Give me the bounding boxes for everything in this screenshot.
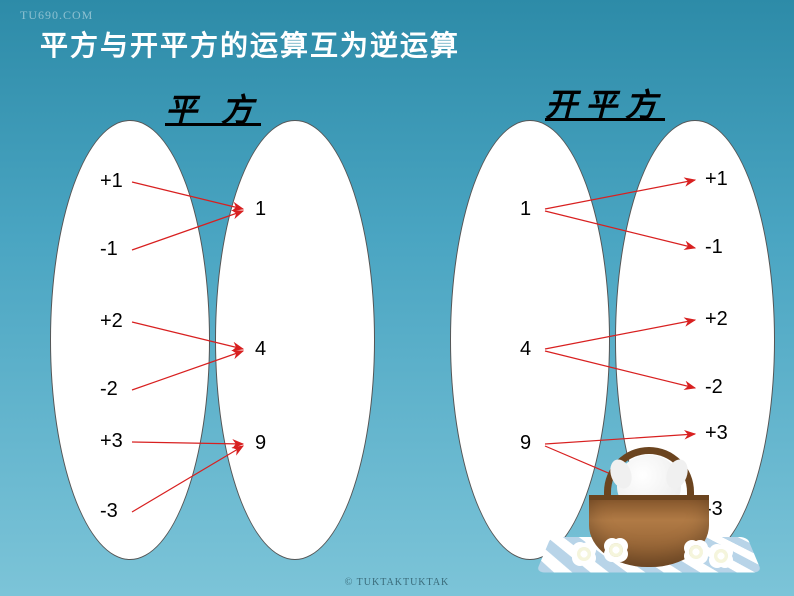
ellipse1-value: +1 — [100, 170, 123, 193]
ellipse-domain-left — [50, 120, 210, 560]
ellipse-range-left — [215, 120, 375, 560]
ellipse4-value: +1 — [705, 168, 728, 191]
ellipse3-value: 1 — [520, 198, 531, 221]
watermark-text: TU690.COM — [20, 8, 93, 23]
page-title: 平方与开平方的运算互为逆运算 — [40, 24, 460, 64]
ellipse1-value: +2 — [100, 310, 123, 333]
basket-decoration — [559, 451, 739, 581]
ellipse4-value: +3 — [705, 422, 728, 445]
ellipse3-value: 4 — [520, 338, 531, 361]
ellipse2-value: 4 — [255, 338, 266, 361]
ellipse1-value: -1 — [100, 238, 118, 261]
ellipse1-value: -2 — [100, 378, 118, 401]
ellipse2-value: 1 — [255, 198, 266, 221]
ellipse2-value: 9 — [255, 432, 266, 455]
right-section-title: 开平方 — [545, 80, 665, 126]
ellipse4-value: -1 — [705, 236, 723, 259]
footer-copyright: © TUKTAKTUKTAK — [345, 577, 450, 588]
ellipse1-value: -3 — [100, 500, 118, 523]
ellipse1-value: +3 — [100, 430, 123, 453]
left-section-title: 平 方 — [165, 85, 261, 131]
ellipse3-value: 9 — [520, 432, 531, 455]
ellipse4-value: -2 — [705, 376, 723, 399]
ellipse4-value: +2 — [705, 308, 728, 331]
